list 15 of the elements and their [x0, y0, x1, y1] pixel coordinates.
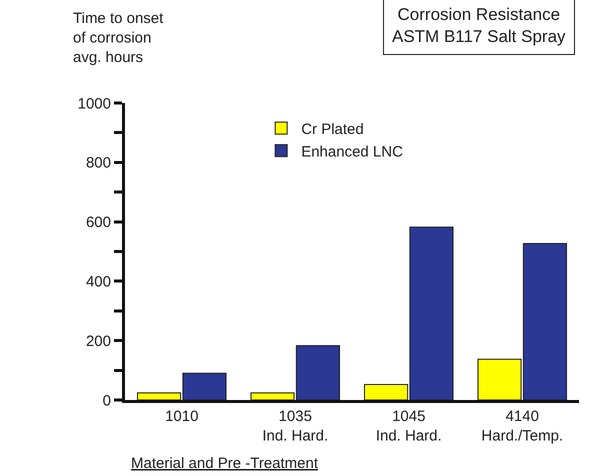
x-tick-label: 4140 Hard./Temp. [481, 408, 564, 444]
chart-title: Corrosion Resistance ASTM B117 Salt Spray [392, 5, 566, 46]
y-tick-label: 200 [86, 332, 111, 350]
x-tick-label: 1045 Ind. Hard. [376, 408, 442, 444]
x-tick-label: 1035 Ind. Hard. [262, 408, 328, 444]
x-tick-label: 1010 [165, 408, 198, 425]
y-tick-label: 0 [102, 392, 111, 410]
y-tick-label: 1000 [78, 95, 111, 112]
y-axis-title: Time to onset of corrosion avg. hours [73, 10, 164, 66]
y-tick-label: 400 [86, 273, 111, 290]
legend-label: Enhanced LNC [301, 144, 404, 161]
x-axis-title: Material and Pre -Treatment [131, 455, 319, 472]
y-tick-label: 600 [86, 214, 111, 232]
legend-label: Cr Plated [301, 121, 364, 138]
y-tick-label: 800 [86, 154, 111, 172]
